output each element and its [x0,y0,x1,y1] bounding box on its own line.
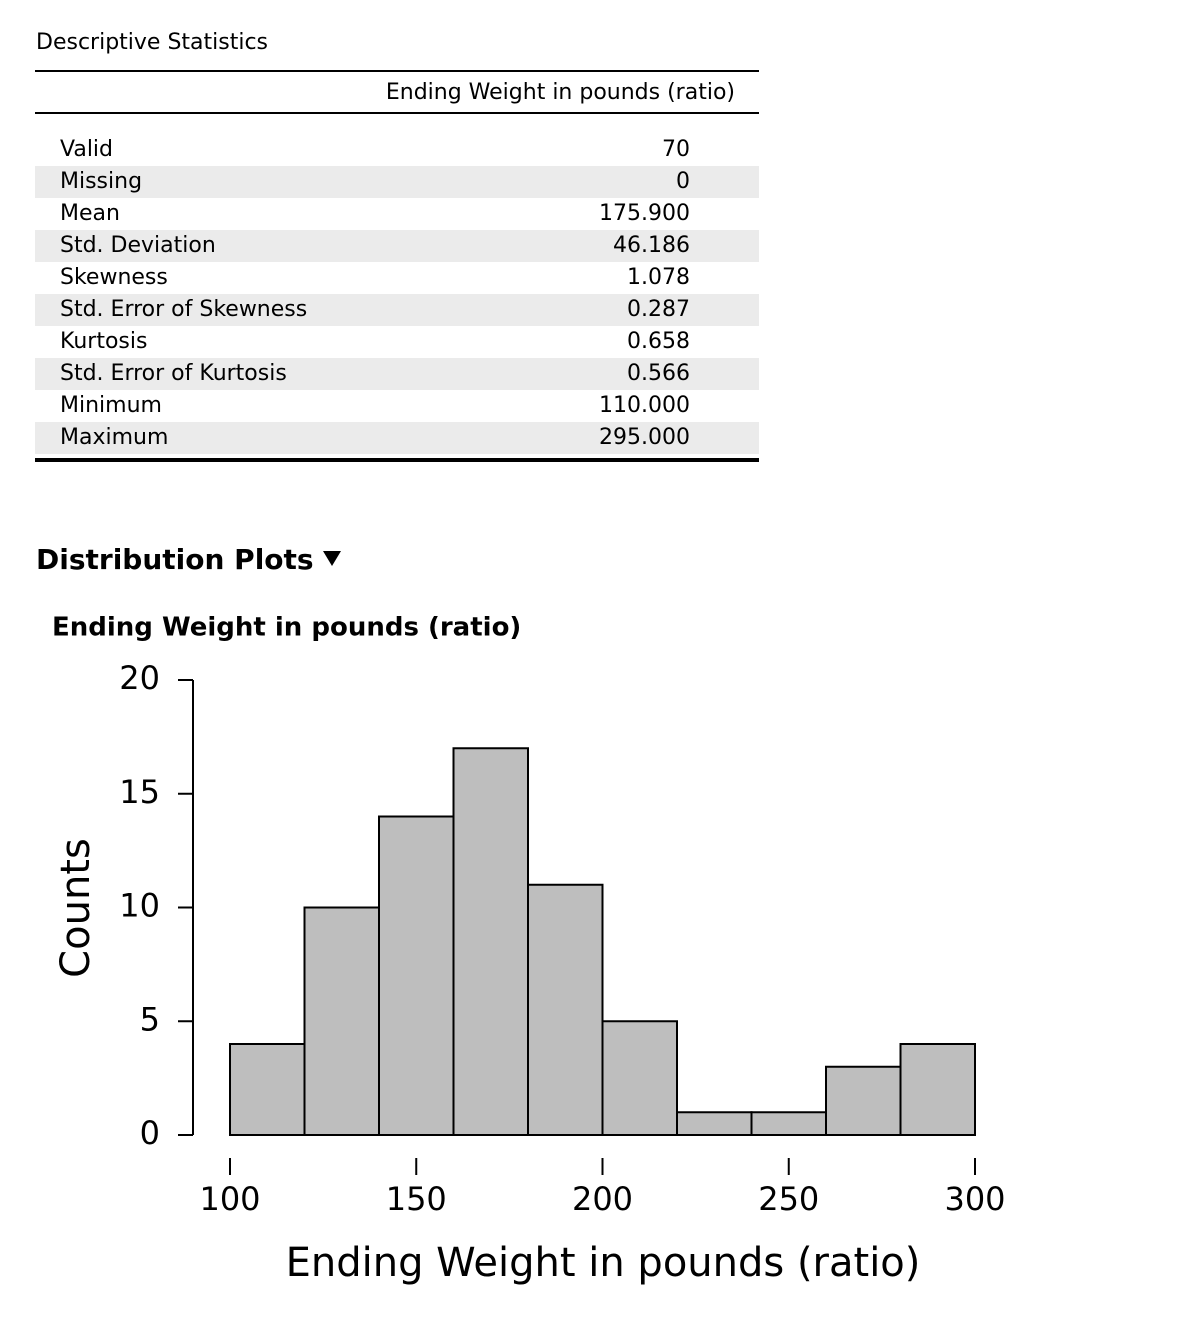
row-value: 0.658 [627,329,690,354]
row-shade [35,294,759,326]
bar [378,815,455,1136]
x-tick-label: 200 [572,1180,633,1218]
row-value: 70 [662,137,690,162]
column-header: Ending Weight in pounds (ratio) [386,80,735,105]
row-label: Valid [60,137,113,162]
collapse-toggle[interactable] [323,551,341,566]
row-label: Std. Error of Kurtosis [60,361,287,386]
bar [750,1111,827,1136]
row-value: 295.000 [599,425,690,450]
section-title: Distribution Plots [36,543,314,576]
row-label: Maximum [60,425,168,450]
bar [527,883,604,1136]
bar [601,1020,678,1136]
bar [452,747,529,1136]
row-label: Mean [60,201,120,226]
y-tick-label: 20 [119,659,160,697]
row-label: Skewness [60,265,168,290]
row-label: Kurtosis [60,329,147,354]
y-tick-label: 15 [119,773,160,811]
row-shade [35,230,759,262]
y-tick-label: 5 [140,1000,160,1038]
row-label: Missing [60,169,142,194]
row-value: 0 [676,169,690,194]
bar [676,1111,753,1136]
table-body: Valid 70 Missing 0 Mean 175.900 Std. Deviation… [35,137,759,454]
x-tick-label: 150 [386,1180,447,1218]
row-label: Minimum [60,393,162,418]
row-value: 1.078 [627,265,690,290]
row-label: Std. Deviation [60,233,216,258]
y-tick-label: 0 [140,1114,160,1152]
bar [825,1065,902,1136]
row-value: 110.000 [599,393,690,418]
bar [899,1043,976,1136]
row-shade [35,422,759,454]
x-tick-label: 100 [199,1180,260,1218]
row-value: 46.186 [613,233,690,258]
y-axis-label: Counts [53,838,99,978]
row-value: 0.566 [627,361,690,386]
plot: 0 5 10 15 20 100 150 200 250 300 [119,659,1005,1218]
y-tick-label: 10 [119,887,160,925]
row-label: Std. Error of Skewness [60,297,307,322]
chart-title: Ending Weight in pounds (ratio) [52,613,521,643]
bar [229,1043,306,1136]
row-shade [35,358,759,390]
row-value: 0.287 [627,297,690,322]
row-shade [35,166,759,198]
x-tick-label: 250 [758,1180,819,1218]
x-axis-label: Ending Weight in pounds (ratio) [286,1240,921,1286]
bar [303,906,380,1136]
table-title: Descriptive Statistics [36,30,268,55]
x-tick-label: 300 [944,1180,1005,1218]
row-value: 175.900 [599,201,690,226]
